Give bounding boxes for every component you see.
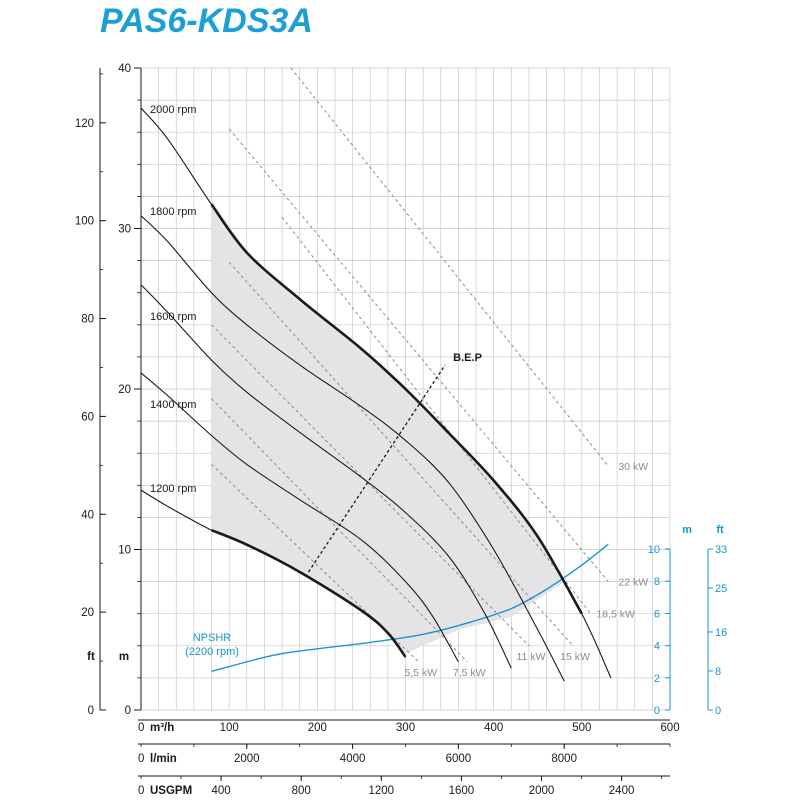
y-axis-ft-tick-label: 40 bbox=[81, 509, 94, 521]
x-axis-usgpm-tick-label: 0 bbox=[138, 785, 144, 797]
x-axis-lmin-tick-label: 2000 bbox=[234, 753, 260, 765]
npsh-axis-m-tick-label: 0 bbox=[654, 705, 660, 717]
x-axis-usgpm-tick-label: 2000 bbox=[529, 785, 555, 797]
axes: 0 10 20 30 40 m 0 20 40 60 80 100 120 ft 0 2 4 6 8 10 m 0 8 16 2… bbox=[75, 63, 727, 797]
speed-curve bbox=[140, 215, 565, 682]
npsh-axis-m-tick-label: 2 bbox=[654, 673, 660, 685]
npsh-axis-ft-tick-label: 16 bbox=[715, 627, 727, 639]
power-line-label: 11 kW bbox=[516, 651, 545, 663]
y-axis-ft-tick-label: 120 bbox=[75, 118, 94, 130]
y-axis-m-label: m bbox=[119, 651, 129, 663]
npsh-axis-ft-tick-label: 25 bbox=[715, 583, 727, 595]
npsh-label: (2200 rpm) bbox=[185, 646, 239, 658]
speed-curve-label: 1800 rpm bbox=[150, 206, 196, 218]
y-axis-ft-tick-label: 20 bbox=[81, 607, 94, 619]
x-axis-usgpm-tick-label: 2400 bbox=[609, 785, 635, 797]
npsh-axis-ft-tick-label: 8 bbox=[715, 666, 721, 678]
x-axis-m3h-tick-label: 500 bbox=[572, 722, 591, 734]
y-axis-ft-tick-label: 0 bbox=[88, 705, 94, 717]
npsh-series bbox=[211, 543, 609, 673]
power-lines bbox=[211, 67, 609, 663]
x-axis-lmin-tick-label: 0 bbox=[138, 753, 144, 765]
x-axis-usgpm-tick-label: 800 bbox=[292, 785, 311, 797]
power-line bbox=[228, 128, 609, 582]
npsh-axis-ft-tick-label: 33 bbox=[715, 544, 727, 556]
x-axis-m3h-tick-label: 600 bbox=[660, 722, 679, 734]
x-axis-m3h-tick-label: 200 bbox=[308, 722, 327, 734]
operating-region-fill bbox=[211, 199, 573, 654]
x-axis-m3h-unit: m³/h bbox=[150, 722, 174, 734]
bep-label: B.E.P bbox=[453, 352, 482, 364]
y-axis-ft-label: ft bbox=[87, 651, 95, 663]
x-axis-m3h-tick-label: 0 bbox=[138, 722, 144, 734]
power-line bbox=[211, 398, 468, 663]
power-line-label: 30 kW bbox=[618, 461, 648, 473]
power-line bbox=[290, 67, 609, 467]
envelope-top-curve bbox=[210, 203, 583, 615]
power-line-label: 15 kW bbox=[560, 651, 590, 663]
x-axis-lmin-tick-label: 4000 bbox=[340, 753, 366, 765]
y-axis-m-tick-label: 20 bbox=[118, 384, 131, 396]
speed-curve-label: 1200 rpm bbox=[150, 483, 196, 495]
npsh-axis-ft-tick-label: 0 bbox=[715, 705, 721, 717]
envelope-bottom-curve bbox=[211, 528, 407, 658]
labels: 5,5 kW 7,5 kW 11 kW 15 kW 18,5 kW 22 kW 30 kW N… bbox=[150, 104, 648, 679]
power-line-label: 7,5 kW bbox=[453, 667, 486, 679]
npsh-axis-m-tick-label: 8 bbox=[654, 576, 660, 588]
npsh-axis-ft-label: ft bbox=[716, 524, 724, 536]
power-line-label: 5,5 kW bbox=[404, 667, 437, 679]
speed-curve-label: 1600 rpm bbox=[150, 311, 196, 323]
y-axis-ft-tick-label: 60 bbox=[81, 411, 94, 423]
y-axis-ft-tick-label: 80 bbox=[81, 314, 94, 326]
x-axis-m3h-tick-label: 300 bbox=[396, 722, 415, 734]
y-axis-m-tick-label: 30 bbox=[118, 224, 131, 236]
power-line-label: 18,5 kW bbox=[596, 609, 635, 621]
bep-line bbox=[307, 364, 446, 573]
speed-curves bbox=[140, 107, 612, 682]
power-line-label: 22 kW bbox=[618, 577, 648, 589]
x-axis-usgpm-unit: USGPM bbox=[150, 785, 192, 797]
y-axis-m-tick-label: 40 bbox=[118, 63, 131, 75]
chart-title: PAS6-KDS3A bbox=[100, 2, 313, 40]
npsh-axis-m-label: m bbox=[682, 524, 692, 536]
y-axis-m-tick-label: 0 bbox=[125, 705, 131, 717]
bep-line bbox=[307, 364, 446, 573]
npsh-axis-m-tick-label: 4 bbox=[654, 641, 660, 653]
power-line bbox=[228, 261, 574, 647]
npsh-curve bbox=[211, 543, 609, 673]
speed-curve-label: 2000 rpm bbox=[150, 104, 196, 116]
x-axis-lmin-tick-label: 6000 bbox=[446, 753, 472, 765]
npsh-label: NPSHR bbox=[193, 632, 232, 644]
x-axis-usgpm-tick-label: 400 bbox=[212, 785, 231, 797]
speed-curve-label: 1400 rpm bbox=[150, 399, 196, 411]
npsh-axis-m-tick-label: 6 bbox=[654, 608, 660, 620]
operating-region bbox=[211, 199, 573, 654]
x-axis-usgpm-tick-label: 1200 bbox=[368, 785, 394, 797]
x-axis-usgpm-tick-label: 1600 bbox=[449, 785, 475, 797]
speed-curve bbox=[140, 372, 459, 663]
speed-curve bbox=[140, 284, 512, 669]
y-axis-m-tick-label: 10 bbox=[118, 545, 131, 557]
x-axis-m3h-tick-label: 100 bbox=[220, 722, 239, 734]
x-axis-lmin-unit: l/min bbox=[150, 753, 177, 765]
npsh-axis-m-tick-label: 10 bbox=[648, 544, 660, 556]
y-axis-ft-tick-label: 100 bbox=[75, 216, 94, 228]
x-axis-lmin-tick-label: 8000 bbox=[551, 753, 577, 765]
x-axis-m3h-tick-label: 400 bbox=[484, 722, 503, 734]
